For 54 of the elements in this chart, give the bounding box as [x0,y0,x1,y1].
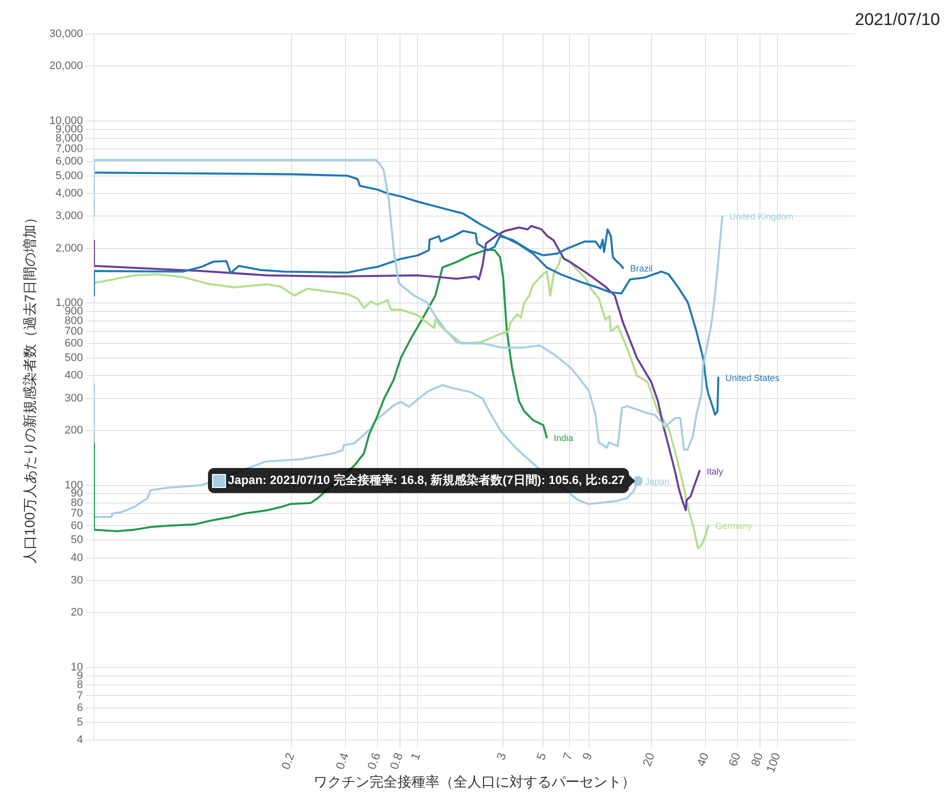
x-tick-label: 80 [748,750,766,768]
y-tick-label: 7,000 [55,143,83,156]
x-tick-label: 40 [694,750,712,768]
y-tick-label: 50 [70,534,83,546]
x-tick-label: 5 [534,750,550,762]
y-tick-label: 9 [76,670,83,682]
annotation: Japan: 2021/07/10 完全接種率: 16.8, 新規感染者数(7日間): 105.6, 比:6.27 [228,472,625,490]
y-tick-label: 6 [76,702,83,714]
y-axis-title: 人口100万人あたりの新規感染者数（過去7日間の増加） [21,210,38,564]
x-axis-title: ワクチン完全接種率（全人口に対するパーセント） [314,773,636,790]
series-label: Japan [644,476,670,486]
y-tick-label: 500 [64,352,83,364]
y-tick-label: 8 [76,679,83,692]
y-tick-label: 60 [70,520,83,532]
y-tick-label: 3,000 [55,210,83,222]
y-tick-label: 2,000 [55,242,83,254]
y-tick-label: 70 [70,508,83,520]
x-tick-label: 0.8 [386,750,406,772]
y-tick-label: 30,000 [49,28,83,40]
series-label: Brazil [630,263,653,274]
x-tick-label: 7 [560,750,576,762]
x-tick-label: 0.6 [364,750,384,772]
x-tick-label: 0.4 [332,750,352,772]
x-tick-label: 0.2 [278,750,298,772]
y-tick-label: 4,000 [55,187,83,200]
x-tick-label: 100 [763,750,784,774]
y-tick-label: 700 [64,325,83,338]
y-tick-label: 800 [64,314,83,327]
y-tick-label: 200 [64,424,83,436]
series-label: Italy [706,466,724,476]
y-tick-label: 6,000 [55,155,83,168]
y-tick-label: 7 [76,690,83,702]
y-tick-label: 20,000 [49,60,83,72]
x-tick-label: 60 [726,750,744,768]
y-tick-label: 5 [76,716,83,728]
y-tick-label: 8,000 [55,132,83,145]
y-tick-label: 600 [64,338,83,350]
y-tick-label: 40 [70,552,83,564]
series-label: United Kingdom [729,212,794,222]
x-tick-label: 1 [408,750,424,762]
y-tick-label: 400 [64,370,83,382]
y-tick-label: 5,000 [55,170,83,182]
series-label: Germany [715,521,753,532]
y-tick-label: 20 [70,606,83,619]
series-label: United States [725,373,780,384]
y-tick-label: 300 [64,392,83,404]
x-tick-label: 20 [640,750,658,768]
x-tick-label: 3 [494,750,510,762]
y-tick-label: 4 [76,734,83,746]
text: 2021/07/10 [854,10,940,30]
x-tick-label: 9 [580,750,596,762]
series-label: India [554,432,574,443]
y-tick-label: 30 [70,574,83,587]
y-tick-label: 900 [64,305,83,318]
